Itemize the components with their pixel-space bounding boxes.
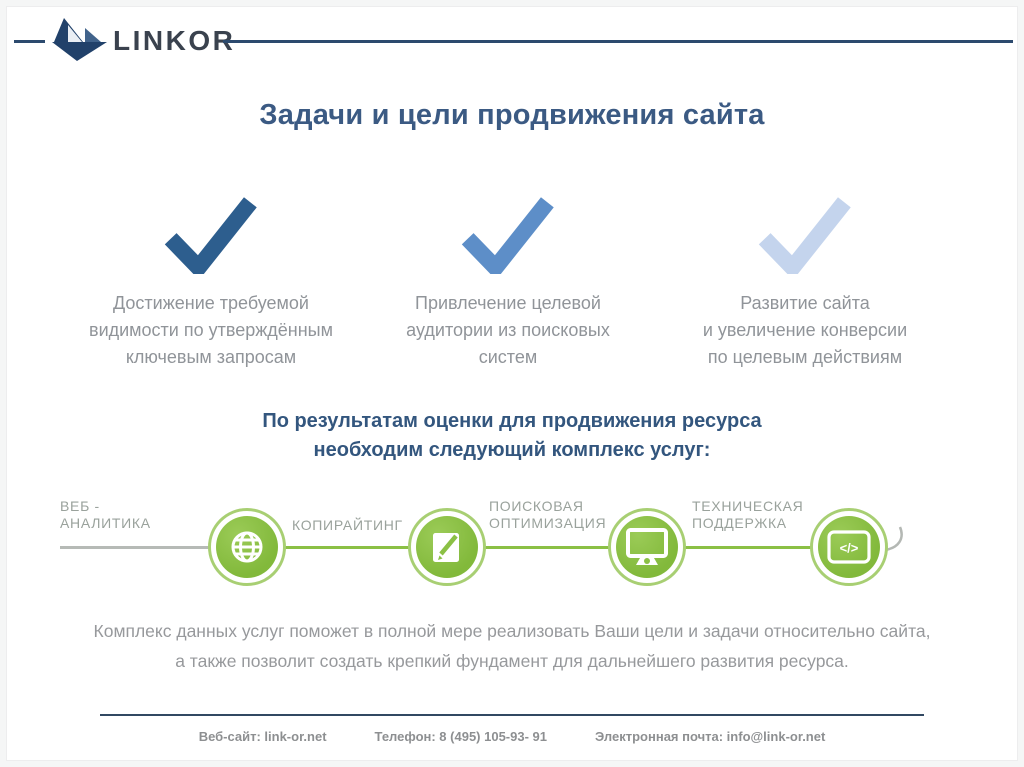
goal-column: Достижение требуемой видимости по утверж… [56,192,366,371]
summary-text: Комплекс данных услуг поможет в полной м… [0,616,1024,676]
summary-line: а также позволит создать крепкий фундаме… [175,651,849,671]
connector-tail-arc [884,526,903,552]
goal-text-line: Достижение требуемой [113,293,309,313]
header-rule-left [14,40,45,43]
service-label: КОПИРАЙТИНГ [292,517,403,533]
goal-text-line: Привлечение целевой [415,293,601,313]
footer-email: Электронная почта: info@link-or.net [595,729,826,744]
goal-text-line: и увеличение конверсии [702,320,908,340]
goal-text-line: систем [478,347,538,367]
assessment-line: необходим следующий комплекс услуг: [313,439,711,461]
goal-text-line: по целевым действиям [707,347,903,367]
check-icon [461,197,554,274]
service-label: ВЕБ - АНАЛИТИКА [60,498,151,531]
footer-website: Веб-сайт: link-or.net [198,729,327,744]
goal-text-line: ключевым запросам [125,347,297,367]
service-disc: </> [818,516,880,578]
check-icon [164,197,257,274]
brand-name: LINKOR [113,25,236,56]
assessment-text: По результатам оценки для продвижения ре… [0,407,1024,465]
footer-phone: Телефон: 8 (495) 105-93- 91 [374,729,547,744]
service-node [408,508,486,586]
service-disc [216,516,278,578]
connector-line-green [210,546,850,549]
header-rule-right [223,40,1013,43]
service-node: </> [810,508,888,586]
svg-text:</>: </> [840,541,859,556]
assessment-line: По результатам оценки для продвижения ре… [262,410,762,432]
service-node [608,508,686,586]
monitor-icon [626,528,668,565]
footer: Веб-сайт: link-or.net Телефон: 8 (495) 1… [0,729,1024,744]
goal-column: Привлечение целевой аудитории из поисков… [353,192,663,371]
page-title: Задачи и цели продвижения сайта [259,99,765,131]
service-disc [616,516,678,578]
footer-rule [100,714,924,716]
goal-text-line: аудитории из поисковых [406,320,610,340]
globe-icon [231,531,263,563]
edit-icon [433,533,459,562]
goal-text-line: Развитие сайта [740,293,870,313]
goal-column: Развитие сайта и увеличение конверсии по… [650,192,960,371]
check-icon [758,197,851,274]
service-label: ПОИСКОВАЯ ОПТИМИЗАЦИЯ [489,498,607,531]
summary-line: Комплекс данных услуг поможет в полной м… [93,621,931,641]
code-icon: </> [827,530,871,564]
paper-boat-icon [52,18,107,61]
goal-text-line: видимости по утверждённым [89,320,333,340]
connector-line-gray [60,546,210,549]
service-node [208,508,286,586]
service-label: ТЕХНИЧЕСКАЯ ПОДДЕРЖКА [692,498,804,531]
service-disc [416,516,478,578]
